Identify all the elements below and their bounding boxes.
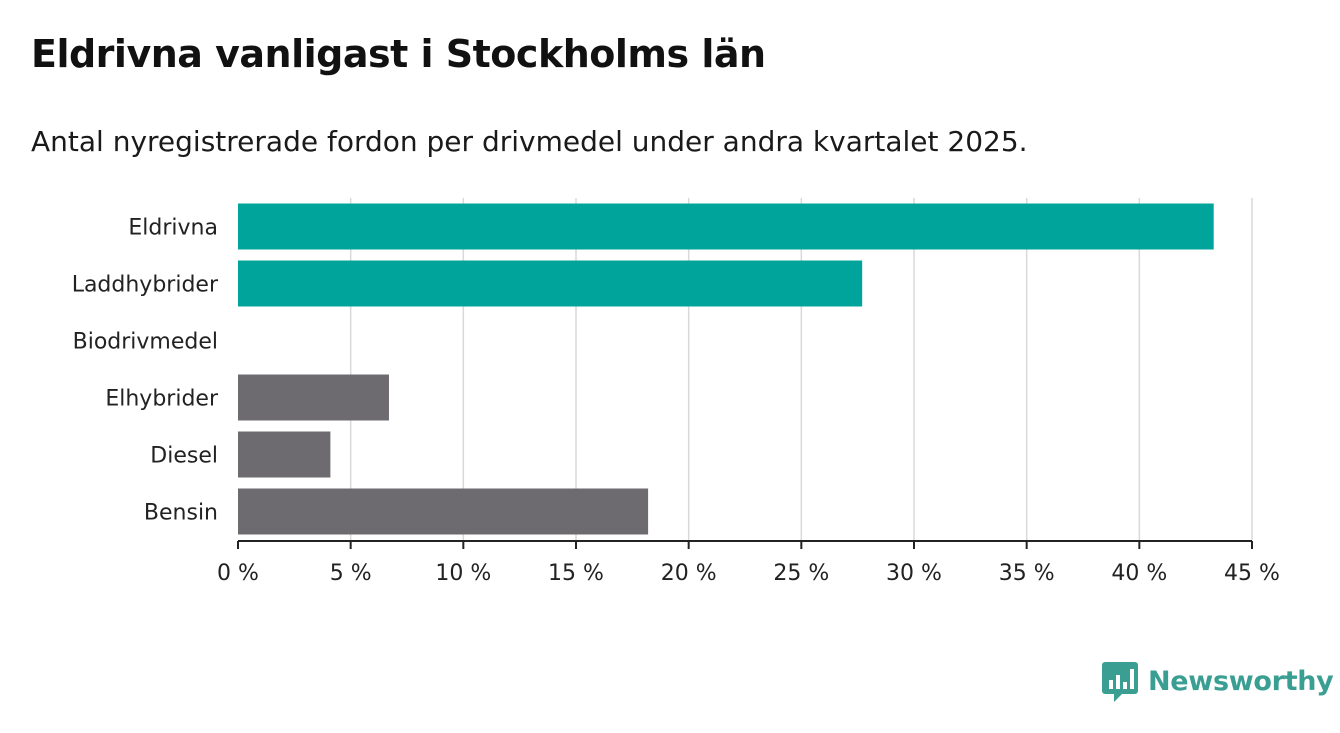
x-tick-label: 25 % <box>773 561 829 586</box>
bar <box>238 203 1214 250</box>
category-label: Eldrivna <box>128 216 218 241</box>
category-label: Diesel <box>150 444 218 469</box>
newsworthy-logo-icon <box>1102 662 1138 702</box>
bar <box>238 374 389 421</box>
category-label: Elhybrider <box>105 387 219 412</box>
brand-logo: Newsworthy <box>1102 660 1334 702</box>
x-tick-label: 20 % <box>661 561 717 586</box>
x-tick-label: 30 % <box>886 561 942 586</box>
x-tick-label: 35 % <box>999 561 1055 586</box>
category-label: Bensin <box>144 501 218 526</box>
bar <box>238 260 863 307</box>
x-tick-label: 0 % <box>217 561 259 586</box>
category-label: Laddhybrider <box>72 273 219 298</box>
x-tick-label: 5 % <box>330 561 372 586</box>
x-tick-label: 45 % <box>1224 561 1280 586</box>
brand-name: Newsworthy <box>1148 665 1334 697</box>
chart-subtitle: Antal nyregistrerade fordon per drivmede… <box>31 125 1028 158</box>
x-tick-label: 40 % <box>1111 561 1167 586</box>
chart-title: Eldrivna vanligast i Stockholms län <box>31 32 766 76</box>
bar <box>238 431 331 478</box>
category-label: Biodrivmedel <box>73 330 218 355</box>
bar <box>238 488 649 535</box>
x-tick-label: 10 % <box>435 561 491 586</box>
bar-chart: Eldrivna Laddhybrider Biodrivmedel Elhybrid… <box>72 198 1280 586</box>
x-tick-label: 15 % <box>548 561 604 586</box>
